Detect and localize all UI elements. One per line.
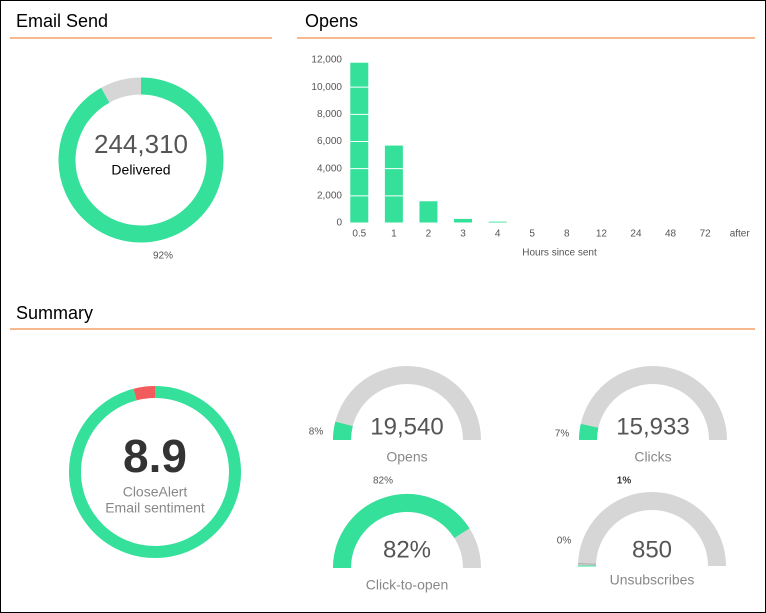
gauge-caption: Opens [386, 449, 427, 465]
y-tick-label: 12,000 [311, 55, 342, 66]
center-sublabel: Email sentiment [105, 500, 205, 516]
gauge-fill [333, 494, 470, 569]
y-tick-label: 8,000 [317, 109, 342, 120]
x-tick-label: 24 [630, 229, 642, 240]
x-tick-label: 5 [529, 229, 535, 240]
value-label: 7% [555, 429, 570, 440]
center-value: 19,540 [370, 413, 443, 440]
y-tick-label: 4,000 [317, 163, 342, 174]
value-label: 82% [373, 476, 393, 487]
gauge-caption: Clicks [634, 449, 671, 465]
y-tick-label: 0 [336, 218, 342, 229]
gauge-fill [579, 423, 599, 441]
section-title: Summary [16, 303, 93, 323]
center-value: 82% [383, 536, 431, 563]
donut-segment [69, 386, 241, 558]
center-label: CloseAlert [123, 484, 188, 500]
value-label: 0% [557, 536, 572, 547]
bar [384, 145, 403, 223]
gauge-track [578, 492, 726, 567]
x-tick-label: 12 [596, 229, 608, 240]
x-tick-label: 1 [391, 229, 397, 240]
bar [419, 201, 438, 223]
x-tick-label: 4 [495, 229, 501, 240]
center-label: Delivered [111, 162, 170, 178]
bar [454, 218, 473, 223]
x-tick-label: 0.5 [352, 229, 366, 240]
section-title: Email Send [16, 11, 108, 31]
value-label: 8% [309, 427, 324, 438]
x-tick-label: 48 [665, 229, 677, 240]
gauge-caption: Unsubscribes [610, 572, 695, 588]
x-tick-label: 3 [460, 229, 466, 240]
marker-label: 1% [617, 476, 632, 487]
y-tick-label: 2,000 [317, 190, 342, 201]
gauge-track [333, 366, 481, 441]
center-value: 244,310 [94, 129, 188, 159]
gauge-fill [333, 421, 353, 441]
center-value: 15,933 [616, 413, 689, 440]
x-axis-label: Hours since sent [522, 248, 597, 259]
donut-segment [58, 77, 224, 243]
bar [350, 62, 369, 223]
gauge-marker [578, 563, 597, 565]
bar [488, 221, 507, 223]
x-tick-label: 2 [426, 229, 432, 240]
x-tick-label: after [730, 229, 751, 240]
section-title: Opens [305, 11, 358, 31]
y-tick-label: 6,000 [317, 136, 342, 147]
center-value: 8.9 [123, 430, 187, 482]
donut-segment [101, 77, 142, 103]
y-tick-label: 10,000 [311, 82, 342, 93]
gauge-track [579, 366, 727, 441]
center-value: 850 [632, 536, 672, 563]
donut-segment [133, 386, 156, 401]
value-label: 92% [153, 251, 173, 262]
gauge-caption: Click-to-open [366, 577, 448, 593]
x-tick-label: 8 [564, 229, 570, 240]
x-tick-label: 72 [700, 229, 712, 240]
